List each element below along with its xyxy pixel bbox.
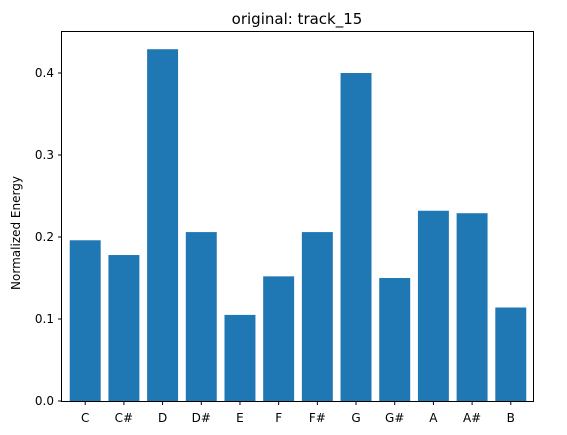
x-tick-label: E xyxy=(236,411,244,425)
y-tick-label: 0.1 xyxy=(35,312,54,326)
bar-F# xyxy=(301,232,333,401)
bar-G# xyxy=(379,278,411,401)
bar-C# xyxy=(108,255,140,401)
y-axis: 0.0 0.1 0.2 0.3 0.4 xyxy=(35,66,62,408)
y-axis-label: Normalized Energy xyxy=(9,176,23,290)
bar-G xyxy=(340,73,372,401)
x-tick-label: B xyxy=(507,411,515,425)
x-tick-label: D xyxy=(158,411,167,425)
bar-D# xyxy=(185,232,217,401)
chart-title: original: track_15 xyxy=(232,10,363,29)
x-tick-label: D# xyxy=(192,411,211,425)
bar-A# xyxy=(456,213,488,401)
bar-B xyxy=(495,307,527,401)
x-tick-label: A xyxy=(429,411,438,425)
y-tick-label: 0.0 xyxy=(35,394,54,408)
bar-F xyxy=(263,276,295,401)
bar-A xyxy=(417,210,449,401)
x-tick-label: G# xyxy=(385,411,404,425)
x-tick-label: F# xyxy=(309,411,326,425)
x-axis: C C# D D# E F F# G G# A A# B xyxy=(81,401,515,425)
x-tick-label: C# xyxy=(115,411,133,425)
bar-D xyxy=(147,49,179,401)
y-tick-label: 0.3 xyxy=(35,148,54,162)
plot-frame xyxy=(61,31,534,402)
y-tick-label: 0.4 xyxy=(35,66,54,80)
x-tick-label: G xyxy=(351,411,360,425)
x-tick-label: A# xyxy=(463,411,481,425)
bars-group xyxy=(69,49,527,401)
bar-E xyxy=(224,314,256,401)
x-tick-label: C xyxy=(81,411,89,425)
y-tick-label: 0.2 xyxy=(35,230,54,244)
x-tick-label: F xyxy=(275,411,282,425)
bar-C xyxy=(69,240,101,401)
